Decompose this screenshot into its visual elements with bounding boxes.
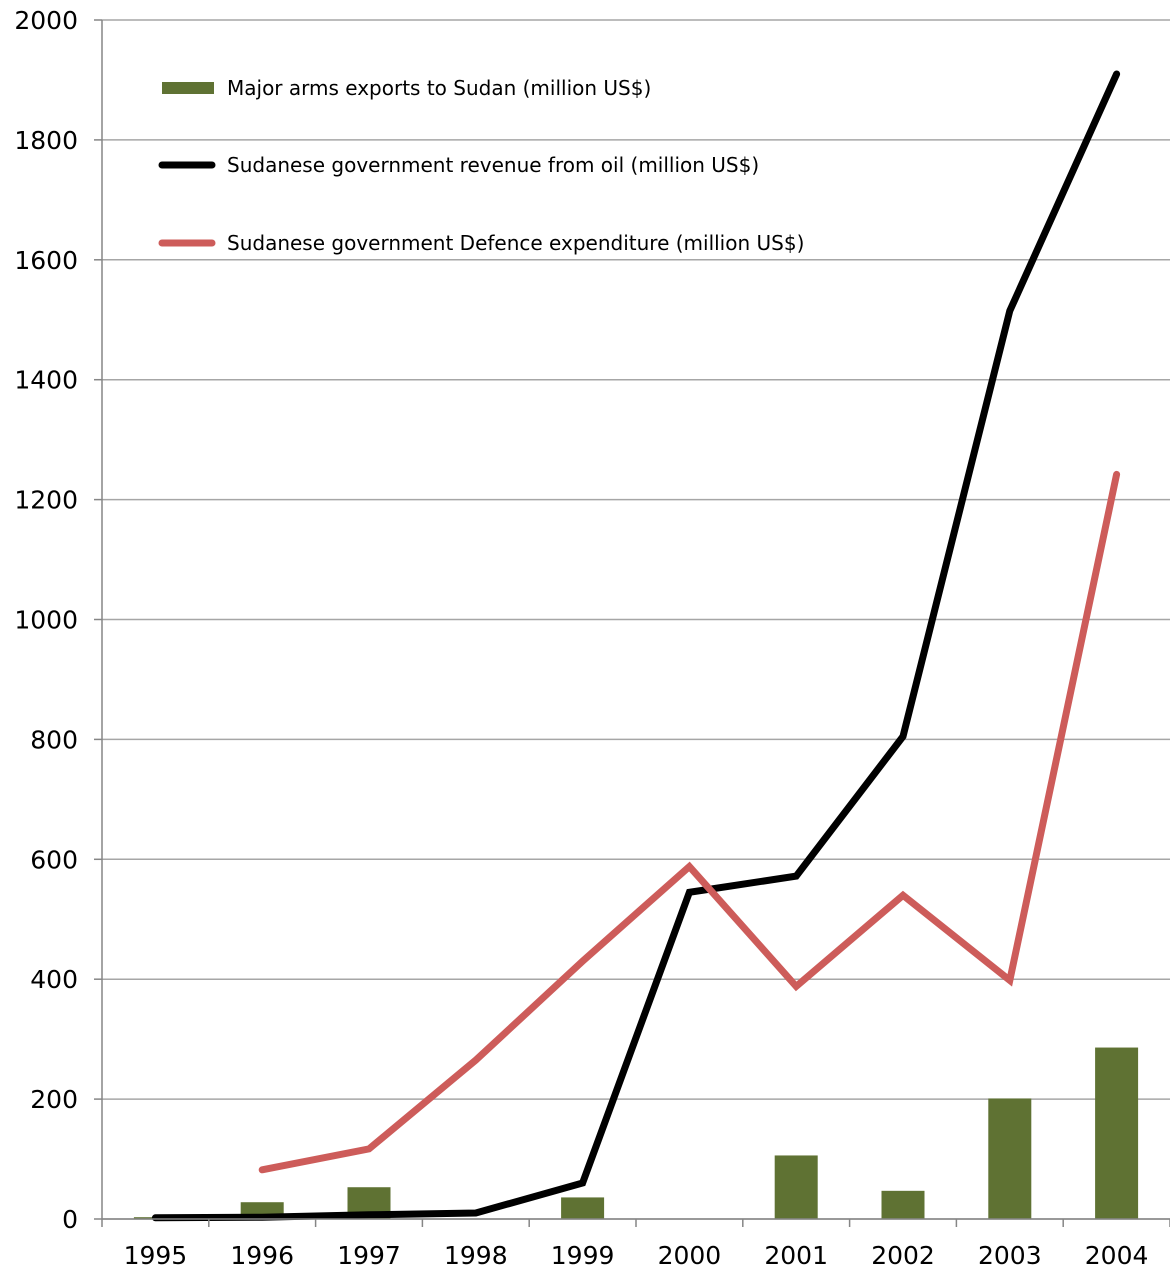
bar [774, 1155, 818, 1219]
series-line [258, 470, 1121, 1174]
y-tick-label: 200 [30, 1085, 78, 1114]
y-tick-label: 400 [30, 965, 78, 994]
x-tick-label: 2000 [658, 1241, 722, 1270]
legend-label: Major arms exports to Sudan (million US$… [227, 76, 651, 100]
x-tick-label: 2001 [764, 1241, 828, 1270]
x-tick-label: 1996 [230, 1241, 294, 1270]
y-tick-label: 1000 [14, 606, 78, 635]
y-tick-labels: 0 200 400 600 800 1000 1200 1400 1600 1800 2000 [14, 6, 78, 1234]
y-tick-label: 600 [30, 845, 78, 874]
x-tick-label: 1998 [444, 1241, 508, 1270]
bar [561, 1197, 605, 1219]
bar [881, 1190, 925, 1219]
y-tick-label: 1600 [14, 246, 78, 275]
bar [988, 1098, 1032, 1219]
y-tick-label: 0 [62, 1205, 78, 1234]
x-tick-label: 2004 [1085, 1241, 1149, 1270]
axes [94, 19, 1170, 1227]
legend: Major arms exports to Sudan (million US$… [158, 76, 804, 255]
bar [1095, 1047, 1139, 1219]
x-tick-label: 1997 [337, 1241, 401, 1270]
x-tick-label: 2002 [871, 1241, 935, 1270]
bar-series [133, 1047, 1139, 1219]
y-tick-label: 1400 [14, 366, 78, 395]
series-line [151, 70, 1121, 1222]
y-tick-label: 800 [30, 725, 78, 754]
legend-swatch [162, 82, 214, 94]
grid-lines [102, 19, 1170, 1220]
x-tick-labels: 1995 1996 1997 1998 1999 2000 2001 2002 2003 2004 [124, 1241, 1149, 1270]
y-tick-label: 1800 [14, 126, 78, 155]
x-tick-label: 2003 [978, 1241, 1042, 1270]
y-tick-label: 1200 [14, 486, 78, 515]
legend-label: Sudanese government revenue from oil (mi… [227, 153, 759, 177]
line-series [151, 70, 1121, 1222]
y-tick-label: 2000 [14, 6, 78, 35]
x-tick-label: 1995 [124, 1241, 188, 1270]
legend-label: Sudanese government Defence expenditure … [227, 231, 804, 255]
x-tick-label: 1999 [551, 1241, 615, 1270]
